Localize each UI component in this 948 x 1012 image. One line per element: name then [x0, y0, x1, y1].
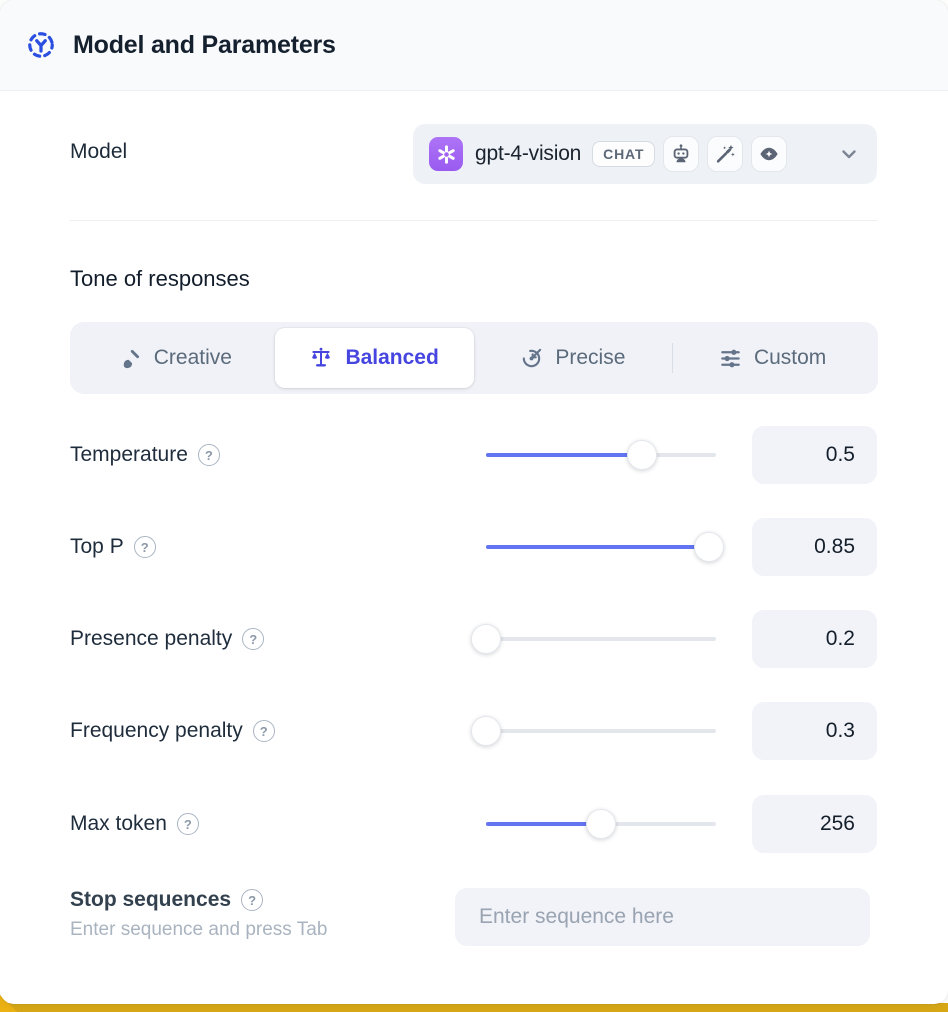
selected-model-name: gpt-4-vision [475, 142, 582, 165]
stop-sequences-label-group: Stop sequences ? Enter sequence and pres… [70, 888, 327, 941]
parameter-row-temperature: Temperature ? 0.5 [0, 426, 948, 484]
parameter-row-presence-penalty: Presence penalty ? 0.2 [0, 610, 948, 668]
frequency-penalty-value[interactable]: 0.3 [752, 702, 877, 760]
tone-option-custom[interactable]: Custom [673, 328, 872, 388]
panel-header: Model and Parameters [0, 0, 948, 91]
tone-option-label: Precise [555, 346, 626, 369]
max-token-value[interactable]: 256 [752, 795, 877, 853]
vision-icon [751, 136, 788, 172]
slider-thumb[interactable] [471, 716, 501, 746]
parameter-label: Temperature [70, 443, 188, 466]
help-icon[interactable]: ? [176, 813, 199, 835]
help-icon[interactable]: ? [133, 536, 156, 558]
slider-fill [486, 545, 710, 549]
temperature-slider[interactable] [486, 426, 716, 484]
parameter-label: Presence penalty [70, 627, 233, 650]
tone-segmented-control: Creative Balanced [70, 322, 878, 394]
slider-fill [486, 822, 601, 826]
slider-fill [486, 453, 643, 457]
parameter-label: Frequency penalty [70, 719, 243, 742]
openai-logo-icon [429, 137, 463, 171]
presence-penalty-slider[interactable] [471, 610, 716, 668]
stop-sequences-input[interactable] [455, 888, 870, 946]
sliders-icon [719, 347, 742, 370]
tone-heading: Tone of responses [70, 266, 250, 291]
robot-icon [663, 136, 700, 172]
help-icon[interactable]: ? [252, 720, 275, 742]
parameter-label: Top P [70, 535, 124, 558]
tone-option-label: Balanced [345, 346, 439, 369]
presence-penalty-value[interactable]: 0.2 [752, 610, 877, 668]
tone-option-balanced[interactable]: Balanced [274, 328, 474, 388]
slider-thumb[interactable] [471, 624, 501, 654]
slider-thumb[interactable] [627, 440, 658, 470]
model-hub-icon [26, 30, 56, 60]
target-icon [520, 347, 543, 370]
gold-accent-strip [0, 1003, 948, 1012]
parameter-label: Max token [70, 812, 167, 835]
slider-thumb[interactable] [586, 809, 616, 839]
scale-icon [309, 346, 333, 370]
temperature-value[interactable]: 0.5 [752, 426, 877, 484]
slider-track[interactable] [486, 729, 716, 733]
tone-option-label: Custom [753, 346, 827, 369]
model-select[interactable]: gpt-4-vision CHAT [413, 124, 877, 184]
panel-title: Model and Parameters [73, 30, 336, 59]
magic-wand-icon [707, 136, 744, 172]
brush-icon [119, 347, 142, 370]
parameter-row-top-p: Top P ? 0.85 [0, 518, 948, 576]
model-type-badge: CHAT [592, 141, 656, 167]
model-label: Model [70, 140, 128, 163]
help-icon[interactable]: ? [242, 628, 265, 650]
stop-sequences-hint: Enter sequence and press Tab [70, 919, 328, 940]
chevron-down-icon [837, 142, 861, 166]
max-token-slider[interactable] [486, 795, 716, 853]
slider-track[interactable] [486, 637, 716, 641]
section-divider [70, 220, 878, 221]
tone-option-creative[interactable]: Creative [76, 328, 275, 388]
slider-thumb[interactable] [694, 532, 725, 562]
parameter-row-max-token: Max token ? 256 [0, 795, 948, 853]
frequency-penalty-slider[interactable] [471, 702, 716, 760]
tone-option-label: Creative [153, 346, 232, 369]
help-icon[interactable]: ? [197, 444, 220, 466]
stop-sequences-label: Stop sequences [70, 888, 232, 911]
tone-option-precise[interactable]: Precise [474, 328, 673, 388]
parameter-row-frequency-penalty: Frequency penalty ? 0.3 [0, 702, 948, 760]
help-icon[interactable]: ? [241, 889, 264, 911]
top-p-value[interactable]: 0.85 [752, 518, 877, 576]
segment-divider [672, 343, 674, 373]
top-p-slider[interactable] [486, 518, 725, 576]
